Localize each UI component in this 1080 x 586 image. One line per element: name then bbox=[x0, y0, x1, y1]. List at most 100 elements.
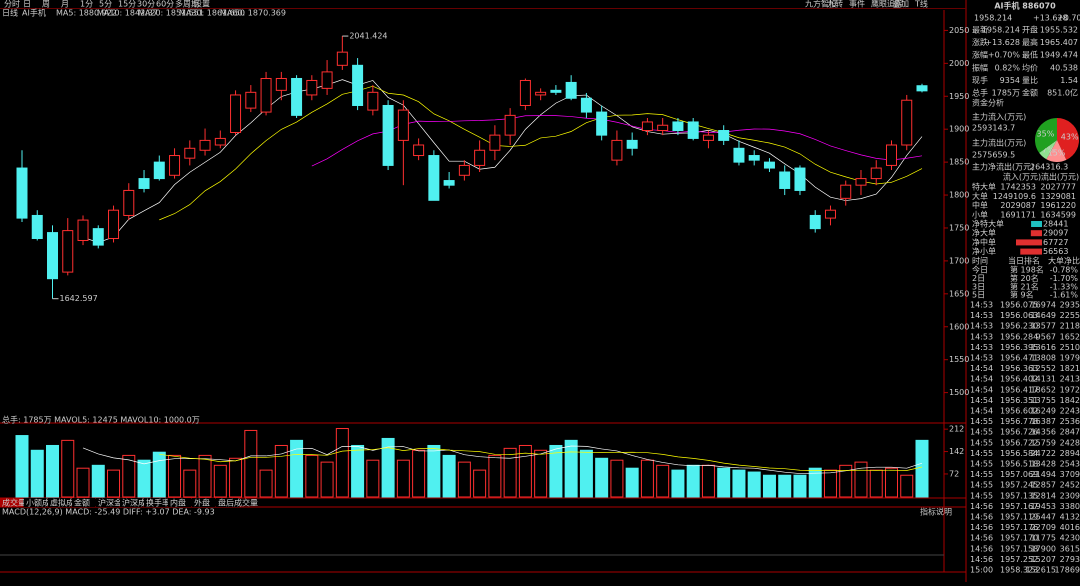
trade-time: 14:53 bbox=[970, 332, 993, 341]
indicator-tab[interactable]: 沪深金额 bbox=[98, 498, 130, 508]
indicator-tab-bg[interactable] bbox=[24, 498, 47, 507]
toolbar-tab[interactable]: 5分 bbox=[99, 0, 112, 9]
trade-count: 2452 bbox=[1060, 481, 1080, 490]
volume-bar bbox=[884, 467, 898, 498]
indicator-tab-bg[interactable] bbox=[48, 498, 71, 507]
trade-volume: 12857 bbox=[1031, 481, 1056, 490]
candle-body bbox=[748, 155, 760, 161]
trade-count: 3615 bbox=[1060, 544, 1080, 553]
trade-count: 2413 bbox=[1060, 375, 1080, 384]
indicator-tab-bg[interactable] bbox=[72, 498, 95, 507]
volume-bar bbox=[595, 457, 609, 498]
indicator-tab[interactable]: 金额 bbox=[74, 498, 90, 508]
candle-body bbox=[138, 178, 150, 189]
toolbar-tab[interactable]: 1分 bbox=[80, 0, 93, 9]
indicator-tab-bg[interactable] bbox=[144, 498, 167, 507]
indicator-tab[interactable]: 虚拟成交量 bbox=[50, 498, 90, 508]
trade-volume: 12552 bbox=[1031, 364, 1056, 373]
trade-time: 14:56 bbox=[970, 523, 993, 532]
candle-body bbox=[794, 167, 806, 191]
indicator-tab[interactable]: 换手率 bbox=[146, 498, 170, 508]
ma20-line bbox=[311, 115, 923, 167]
rank-place: 第 21名 bbox=[1010, 281, 1039, 291]
toolbar-tab[interactable]: 60分 bbox=[156, 0, 174, 9]
indicator-tab-bg[interactable] bbox=[120, 498, 143, 507]
toolbar-tab[interactable]: 分时 bbox=[4, 0, 20, 9]
volume-bar bbox=[122, 454, 136, 498]
indicator-tab[interactable]: 小额成交量 bbox=[26, 498, 66, 508]
period: 日线 bbox=[2, 8, 18, 18]
volume-bar bbox=[579, 449, 593, 498]
candle-body bbox=[92, 228, 104, 246]
trade-count: 2428 bbox=[1060, 438, 1080, 447]
stat-label: 开盘 bbox=[1022, 25, 1038, 35]
volume-bar bbox=[839, 464, 853, 498]
volume-bar bbox=[46, 444, 60, 498]
indicator-tab[interactable]: 盘后成交量 bbox=[218, 498, 258, 508]
toolbar-tab[interactable]: 30分 bbox=[137, 0, 155, 9]
pie-label: 35% bbox=[1037, 130, 1055, 139]
toolbar-tool[interactable]: T线 bbox=[914, 0, 928, 9]
price-tick-label: 1800 bbox=[949, 191, 969, 200]
indicator-tab-bg[interactable] bbox=[168, 498, 191, 507]
trade-price: 1957.119 bbox=[1000, 513, 1038, 522]
volume-bar bbox=[91, 464, 105, 498]
toolbar-tab[interactable]: 日 bbox=[23, 0, 31, 9]
toolbar-tab[interactable]: 月 bbox=[61, 0, 69, 9]
price-tick-label: 1750 bbox=[949, 223, 969, 232]
toolbar-tool[interactable]: 九转 bbox=[827, 0, 843, 9]
stat-value: 40.538 bbox=[1050, 63, 1078, 72]
toolbar-tab[interactable]: 15分 bbox=[118, 0, 136, 9]
toolbar-tab[interactable]: 周 bbox=[42, 0, 50, 9]
toolbar-tab[interactable]: 多周期 bbox=[175, 0, 199, 9]
volume-tick-label: 72 bbox=[949, 469, 959, 478]
volume-bar bbox=[625, 467, 639, 498]
fund-in-label: 主力流入(万元) bbox=[972, 112, 1026, 122]
net-value: 67727 bbox=[1043, 238, 1068, 247]
toolbar-tool[interactable]: 事件 bbox=[849, 0, 865, 9]
candle-body bbox=[16, 167, 28, 219]
trade-time: 14:53 bbox=[970, 354, 993, 363]
trade-volume: 13616 bbox=[1031, 343, 1056, 352]
indicator-tab-bg[interactable] bbox=[216, 498, 239, 507]
trade-time: 14:56 bbox=[970, 555, 993, 564]
indicator-tab-bg[interactable] bbox=[192, 498, 215, 507]
fund-out-label: 主力流出(万元) bbox=[972, 138, 1026, 148]
rank-place: 第 20名 bbox=[1010, 273, 1039, 283]
trade-price: 1957.135 bbox=[1000, 491, 1038, 500]
trade-volume: 11775 bbox=[1031, 534, 1056, 543]
macd-help[interactable]: 指标说明 bbox=[920, 507, 952, 517]
volume-tick-label: 212 bbox=[949, 425, 964, 434]
pie-slice bbox=[1039, 140, 1057, 160]
toolbar-tab[interactable]: 设置 bbox=[194, 0, 210, 9]
candle-body bbox=[336, 51, 348, 66]
candle-body bbox=[474, 149, 486, 166]
trade-time: 14:54 bbox=[970, 385, 993, 394]
volume-bar bbox=[351, 444, 365, 498]
candle-body bbox=[901, 99, 913, 146]
macd-label: MACD(12,26,9) MACD: -25.49 DIFF: +3.07 D… bbox=[2, 508, 215, 517]
trade-count: 1979 bbox=[1060, 354, 1080, 363]
toolbar-tool[interactable]: 叠加 bbox=[893, 0, 909, 9]
trade-time: 14:55 bbox=[970, 428, 993, 437]
stat-label: 最高 bbox=[1022, 37, 1038, 47]
volume-bar bbox=[15, 435, 29, 498]
volume-bar bbox=[549, 444, 563, 498]
trade-price: 1956.284 bbox=[1000, 332, 1038, 341]
fund-tab[interactable]: 资金分析 bbox=[972, 98, 1004, 108]
indicator-tab[interactable]: 成交量 bbox=[2, 498, 26, 508]
indicator-tab-bg[interactable] bbox=[0, 498, 23, 507]
price-tick-label: 1600 bbox=[949, 322, 969, 331]
toolbar-tool[interactable]: 鹰眼追踪 bbox=[871, 0, 903, 9]
indicator-tab-bg[interactable] bbox=[96, 498, 119, 507]
indicator-tab[interactable]: 沪深成交量 bbox=[122, 498, 162, 508]
candle-body bbox=[245, 91, 257, 109]
indicator-tab[interactable]: 内盘 bbox=[170, 498, 186, 508]
candle-body bbox=[504, 114, 516, 136]
trade-time: 14:54 bbox=[970, 407, 993, 416]
stat-label: 涨跌 bbox=[972, 37, 988, 47]
indicator-tab[interactable]: 外盘 bbox=[194, 498, 210, 508]
net-name: 净中单 bbox=[972, 237, 996, 247]
candle-body bbox=[199, 139, 211, 151]
toolbar-tool[interactable]: 九方智投 bbox=[805, 0, 837, 9]
